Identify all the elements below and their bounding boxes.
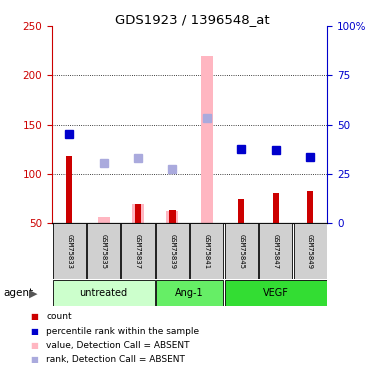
Text: percentile rank within the sample: percentile rank within the sample [46,327,199,336]
Text: GSM75845: GSM75845 [238,234,244,269]
Bar [307,190,313,223]
Text: GSM75849: GSM75849 [307,234,313,269]
Bar [225,223,258,279]
Bar [238,198,244,223]
Text: GSM75833: GSM75833 [66,234,72,269]
Text: ■: ■ [31,355,38,364]
Text: untreated: untreated [80,288,128,298]
Text: GSM75835: GSM75835 [100,234,107,269]
Bar [225,280,326,306]
Bar [201,56,213,223]
Text: ■: ■ [31,312,38,321]
Bar [122,223,154,279]
Bar [156,223,189,279]
Bar [166,211,178,223]
Text: GSM75841: GSM75841 [204,234,210,269]
Text: Ang-1: Ang-1 [175,288,204,298]
Bar [87,223,120,279]
Text: value, Detection Call = ABSENT: value, Detection Call = ABSENT [46,341,190,350]
Bar [169,210,176,223]
Bar [190,223,223,279]
Text: GSM75837: GSM75837 [135,234,141,269]
Text: ■: ■ [31,327,38,336]
Bar [156,280,223,306]
Text: count: count [46,312,72,321]
Text: VEGF: VEGF [263,288,289,298]
Text: GDS1923 / 1396548_at: GDS1923 / 1396548_at [115,13,270,26]
Text: rank, Detection Call = ABSENT: rank, Detection Call = ABSENT [46,355,185,364]
Text: GSM75847: GSM75847 [273,234,279,269]
Bar [293,223,326,279]
Bar [97,217,110,223]
Bar [53,223,86,279]
Bar [66,156,72,223]
Bar [135,204,141,223]
Bar [273,193,279,223]
Text: GSM75839: GSM75839 [169,234,176,269]
Bar [259,223,292,279]
Text: ▶: ▶ [29,288,37,298]
Bar [53,280,154,306]
Text: agent: agent [4,288,34,298]
Bar [132,204,144,223]
Text: ■: ■ [31,341,38,350]
